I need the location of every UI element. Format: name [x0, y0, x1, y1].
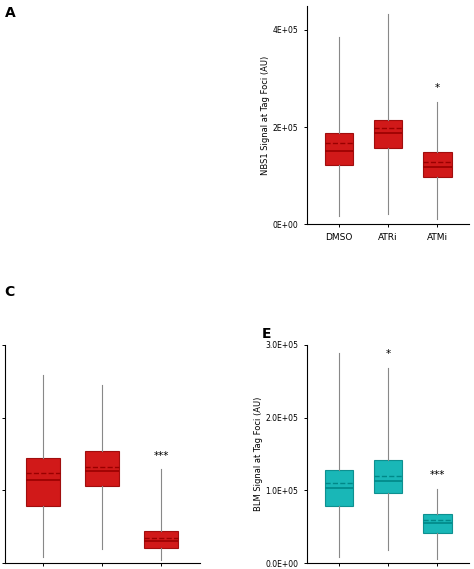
PathPatch shape [374, 460, 402, 493]
Text: A: A [5, 6, 16, 20]
Text: ***: *** [154, 451, 169, 460]
Text: ***: *** [429, 470, 445, 480]
PathPatch shape [423, 514, 452, 533]
Text: E: E [261, 327, 271, 341]
Text: B: B [261, 0, 272, 2]
PathPatch shape [374, 120, 402, 147]
Y-axis label: NBS1 Signal at Tag Foci (AU): NBS1 Signal at Tag Foci (AU) [261, 55, 270, 175]
PathPatch shape [325, 470, 353, 506]
PathPatch shape [26, 459, 60, 506]
PathPatch shape [325, 133, 353, 165]
Text: *: * [435, 83, 440, 93]
PathPatch shape [85, 451, 119, 486]
Text: *: * [385, 349, 391, 359]
Text: C: C [5, 284, 15, 299]
PathPatch shape [423, 152, 452, 177]
Y-axis label: BLM Signal at Tag Foci (AU): BLM Signal at Tag Foci (AU) [254, 397, 263, 511]
PathPatch shape [144, 531, 178, 548]
